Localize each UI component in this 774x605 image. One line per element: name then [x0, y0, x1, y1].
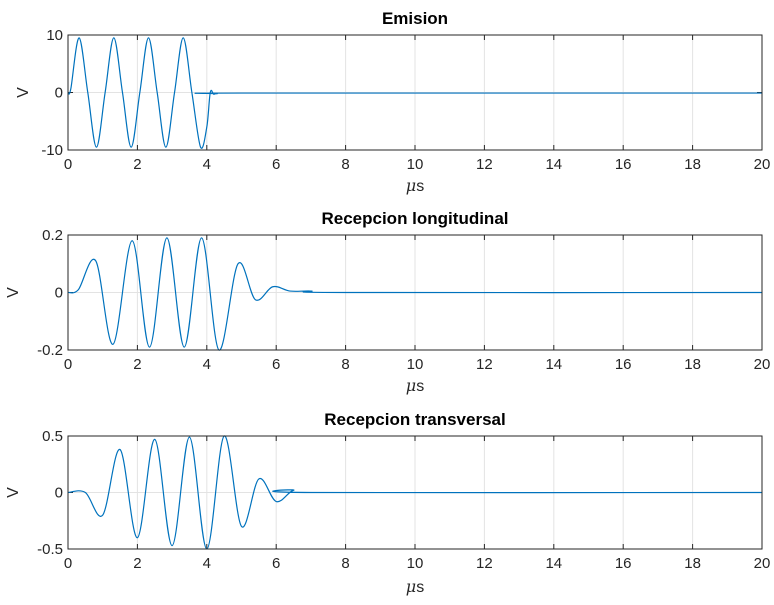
x-tick-label: 14 [545, 156, 562, 173]
x-tick-label: 6 [272, 356, 280, 373]
x-tick-label: 10 [407, 156, 424, 173]
y-axis-label: V [15, 87, 32, 98]
y-tick-label: -0.5 [37, 541, 63, 558]
x-tick-label: 10 [407, 356, 424, 373]
y-tick-label: 0 [55, 85, 63, 102]
y-tick-label: -10 [41, 142, 63, 159]
x-tick-label: 16 [615, 555, 632, 572]
x-tick-label: 16 [615, 356, 632, 373]
series-line-1 [67, 37, 763, 149]
y-tick-label: -0.2 [37, 342, 63, 359]
x-axis-label-unit: s [416, 579, 424, 596]
axes-box [67, 34, 763, 151]
x-tick-label: 12 [476, 156, 493, 173]
subplot-title: Recepcion transversal [324, 410, 505, 429]
x-axis-label: μs [406, 577, 424, 596]
x-tick-label: 14 [545, 555, 562, 572]
x-axis-label-unit: s [416, 178, 424, 195]
x-tick-label: 8 [341, 356, 349, 373]
x-tick-label: 20 [754, 555, 771, 572]
x-tick-label: 6 [272, 555, 280, 572]
x-tick-label: 16 [615, 156, 632, 173]
x-tick-label: 14 [545, 356, 562, 373]
x-tick-label: 4 [203, 356, 211, 373]
x-axis-label: μs [406, 376, 424, 395]
y-tick-label: 0 [55, 485, 63, 502]
y-tick-label: 0.2 [42, 227, 63, 244]
x-tick-label: 6 [272, 156, 280, 173]
axes-box [67, 435, 763, 550]
y-tick-label: 0.5 [42, 428, 63, 445]
x-tick-label: 20 [754, 356, 771, 373]
x-axis-label-mu: μ [406, 176, 416, 195]
x-tick-label: 2 [133, 555, 141, 572]
x-tick-label: 12 [476, 356, 493, 373]
y-axis-label: V [5, 287, 22, 298]
x-tick-label: 0 [64, 156, 72, 173]
subplot-title: Recepcion longitudinal [321, 209, 508, 228]
x-tick-label: 18 [684, 156, 701, 173]
x-axis-label-unit: s [416, 378, 424, 395]
x-tick-label: 18 [684, 356, 701, 373]
series-line-1 [67, 237, 763, 351]
x-tick-label: 8 [341, 555, 349, 572]
x-axis-label: μs [406, 176, 424, 195]
x-tick-label: 0 [64, 356, 72, 373]
x-axis-label-mu: μ [406, 577, 416, 596]
x-tick-label: 12 [476, 555, 493, 572]
x-tick-label: 4 [203, 156, 211, 173]
x-tick-label: 8 [341, 156, 349, 173]
x-tick-label: 2 [133, 156, 141, 173]
axes-box [67, 234, 763, 351]
x-tick-label: 10 [407, 555, 424, 572]
y-tick-label: 0 [55, 285, 63, 302]
y-axis-label: V [5, 487, 22, 498]
subplot-title: Emision [382, 9, 448, 28]
y-tick-label: 10 [46, 27, 63, 44]
x-tick-label: 20 [754, 156, 771, 173]
x-tick-label: 4 [203, 555, 211, 572]
x-axis-label-mu: μ [406, 376, 416, 395]
x-tick-label: 0 [64, 555, 72, 572]
x-tick-label: 18 [684, 555, 701, 572]
x-tick-label: 2 [133, 356, 141, 373]
